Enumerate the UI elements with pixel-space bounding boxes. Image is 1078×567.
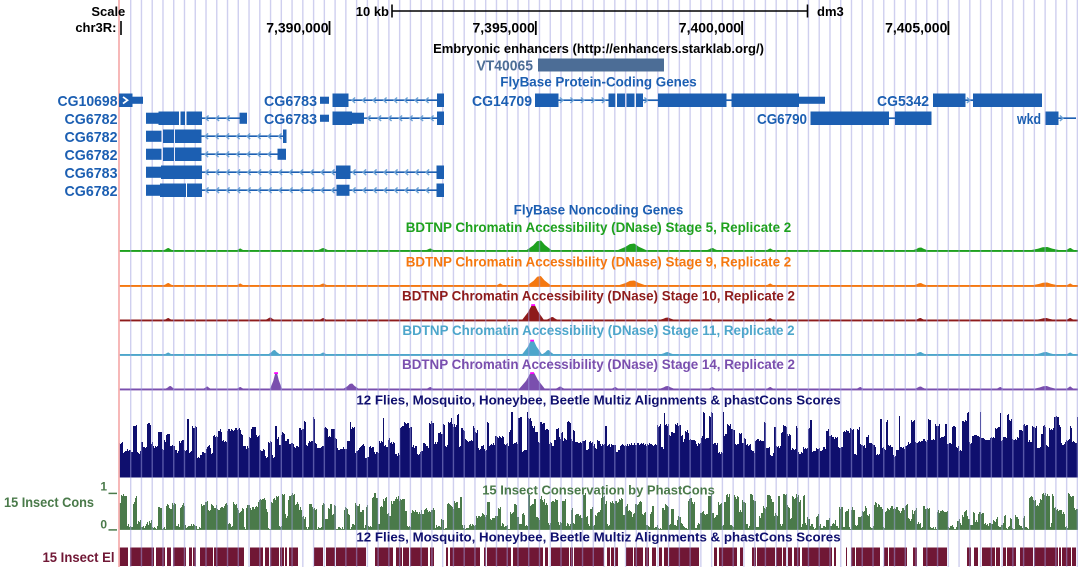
svg-text:BDTNP Chromatin Accessibility: BDTNP Chromatin Accessibility (DNase) St…: [402, 289, 795, 304]
svg-text:FlyBase Protein-Coding Genes: FlyBase Protein-Coding Genes: [500, 75, 696, 90]
svg-text:0: 0: [100, 518, 107, 532]
svg-text:VT40065: VT40065: [477, 58, 534, 75]
svg-text:CG6782: CG6782: [65, 147, 118, 164]
svg-text:CG14709: CG14709: [472, 93, 532, 110]
svg-text:chr3R:: chr3R:: [75, 20, 116, 35]
svg-text:CG6783: CG6783: [264, 111, 317, 128]
svg-text:wkd: wkd: [1016, 111, 1041, 128]
svg-text:7,390,000: 7,390,000: [266, 19, 328, 35]
svg-text:12 Flies, Mosquito, Honeybee,: 12 Flies, Mosquito, Honeybee, Beetle Mul…: [356, 392, 840, 407]
svg-text:CG6782: CG6782: [65, 111, 118, 128]
svg-text:BDTNP Chromatin Accessibility: BDTNP Chromatin Accessibility (DNase) St…: [402, 357, 795, 372]
svg-text:15 Insect Cons: 15 Insect Cons: [4, 494, 94, 510]
svg-text:CG10698: CG10698: [58, 93, 118, 110]
svg-text:BDTNP Chromatin Accessibility: BDTNP Chromatin Accessibility (DNase) St…: [406, 254, 791, 269]
svg-text:FlyBase Noncoding Genes: FlyBase Noncoding Genes: [514, 202, 684, 217]
svg-text:CG6782: CG6782: [65, 129, 118, 146]
svg-text:12 Flies, Mosquito, Honeybee,: 12 Flies, Mosquito, Honeybee, Beetle Mul…: [356, 529, 840, 544]
svg-text:CG6790: CG6790: [757, 111, 807, 128]
svg-text:7,400,000: 7,400,000: [679, 19, 741, 35]
svg-text:7,395,000: 7,395,000: [473, 19, 535, 35]
svg-text:15 Insect Conservation by Phas: 15 Insect Conservation by PhastCons: [482, 483, 715, 498]
svg-text:dm3: dm3: [817, 4, 844, 19]
svg-text:CG6782: CG6782: [65, 183, 118, 200]
svg-text:BDTNP Chromatin Accessibility: BDTNP Chromatin Accessibility (DNase) St…: [406, 220, 791, 235]
svg-text:7,405,000: 7,405,000: [885, 19, 947, 35]
svg-text:10 kb: 10 kb: [356, 4, 389, 19]
svg-text:Scale: Scale: [91, 4, 125, 19]
svg-text:BDTNP Chromatin Accessibility: BDTNP Chromatin Accessibility (DNase) St…: [402, 323, 794, 338]
svg-text:CG6783: CG6783: [65, 165, 118, 182]
svg-text:15 Insect El: 15 Insect El: [43, 549, 115, 565]
svg-text:Embryonic enhancers (http://en: Embryonic enhancers (http://enhancers.st…: [433, 41, 764, 56]
svg-text:CG6783: CG6783: [264, 93, 317, 110]
svg-text:1: 1: [100, 480, 107, 494]
svg-text:CG5342: CG5342: [877, 93, 929, 110]
